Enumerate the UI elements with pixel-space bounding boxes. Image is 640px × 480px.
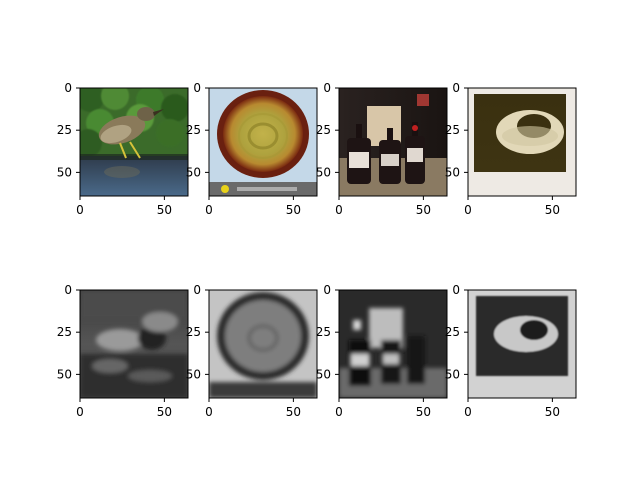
y-tick-label: 50 (57, 367, 72, 381)
y-tick-label: 50 (445, 367, 460, 381)
axes-frame (338, 87, 448, 197)
y-tick-label: 0 (323, 283, 331, 297)
image-panel-2-3: 0 50 0 25 50 (316, 283, 448, 419)
y-tick-label: 0 (64, 81, 72, 95)
x-tick-label: 0 (205, 405, 213, 419)
y-tick-label: 50 (316, 367, 331, 381)
axes-frame (79, 289, 189, 399)
y-tick-label: 25 (186, 123, 201, 137)
x-tick-label: 50 (286, 203, 301, 217)
y-tick-label: 25 (57, 123, 72, 137)
y-tick-label: 50 (445, 165, 460, 179)
axes-frame (338, 289, 448, 399)
bird-by-water-grayscale-reconstruction-image (80, 290, 188, 398)
image-panel-2-2: 0 50 0 25 50 (186, 283, 318, 419)
y-tick-label: 0 (452, 283, 460, 297)
axes-frame (467, 289, 577, 399)
y-tick-label: 0 (193, 283, 201, 297)
axes-frame (467, 87, 577, 197)
y-tick-label: 50 (316, 165, 331, 179)
bottles-on-table-color-image (339, 88, 447, 196)
y-tick-label: 0 (64, 283, 72, 297)
food-in-bowl-grayscale-reconstruction-image (209, 290, 317, 398)
y-tick-label: 50 (186, 367, 201, 381)
image-panel-1-1: 0 50 0 25 50 (57, 81, 189, 217)
x-tick-label: 50 (157, 203, 172, 217)
y-tick-label: 0 (193, 81, 201, 95)
y-tick-label: 25 (57, 325, 72, 339)
x-tick-label: 0 (76, 405, 84, 419)
y-tick-label: 25 (316, 123, 331, 137)
y-tick-label: 50 (186, 165, 201, 179)
x-tick-label: 50 (416, 405, 431, 419)
bird-by-water-color-image (80, 88, 188, 196)
image-panel-2-1: 0 50 0 25 50 (57, 283, 189, 419)
y-tick-label: 25 (445, 325, 460, 339)
x-tick-label: 50 (545, 405, 560, 419)
y-tick-label: 0 (323, 81, 331, 95)
y-tick-label: 25 (445, 123, 460, 137)
x-tick-label: 50 (286, 405, 301, 419)
bottles-on-table-grayscale-reconstruction-image (339, 290, 447, 398)
y-tick-label: 0 (452, 81, 460, 95)
axes-frame (208, 87, 318, 197)
axes-frame (208, 289, 318, 399)
x-tick-label: 0 (464, 203, 472, 217)
ring-object-grayscale-reconstruction-image (468, 290, 576, 398)
y-tick-label: 50 (57, 165, 72, 179)
image-panel-1-4: 0 50 0 25 50 (445, 81, 577, 217)
x-tick-label: 0 (464, 405, 472, 419)
x-tick-label: 50 (545, 203, 560, 217)
x-tick-label: 50 (416, 203, 431, 217)
image-panel-1-2: 0 50 0 25 50 (186, 81, 318, 217)
ring-object-color-image (468, 88, 576, 196)
image-panel-2-4: 0 50 0 25 50 (445, 283, 577, 419)
x-tick-label: 50 (157, 405, 172, 419)
axes-frame (79, 87, 189, 197)
y-tick-label: 25 (316, 325, 331, 339)
image-panel-1-3: 0 50 0 25 50 (316, 81, 448, 217)
food-in-bowl-color-image (209, 88, 317, 196)
x-tick-label: 0 (335, 405, 343, 419)
x-tick-label: 0 (335, 203, 343, 217)
y-tick-label: 25 (186, 325, 201, 339)
x-tick-label: 0 (76, 203, 84, 217)
x-tick-label: 0 (205, 203, 213, 217)
